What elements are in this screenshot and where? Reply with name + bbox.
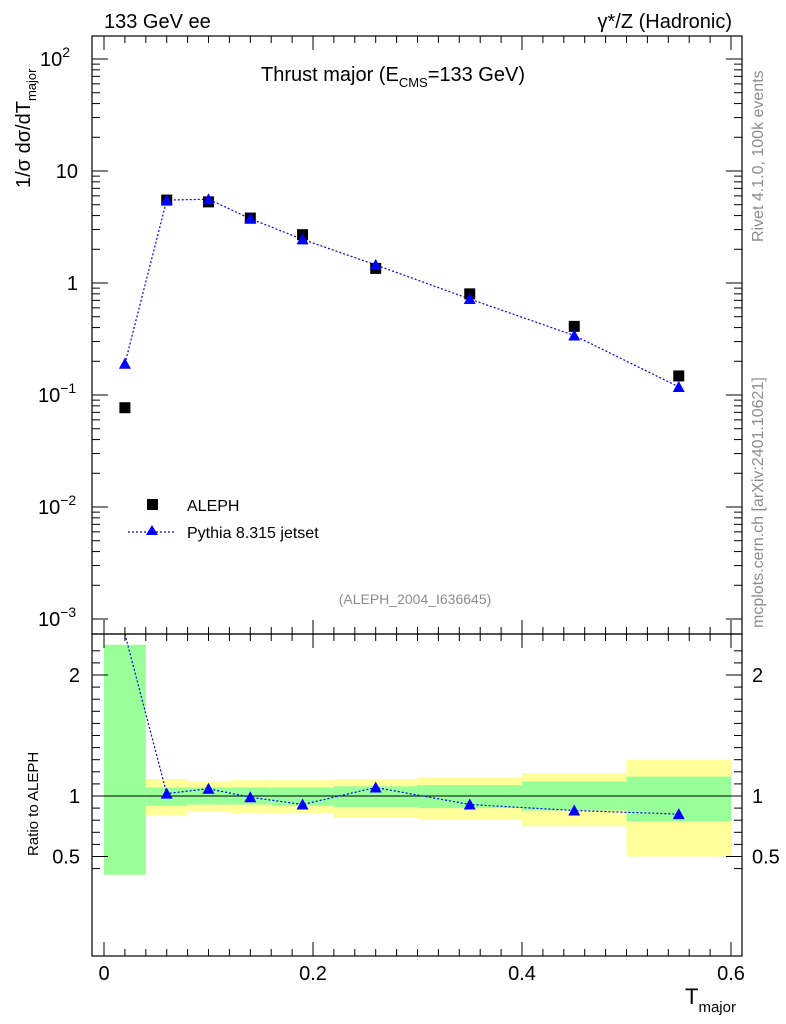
aleph-data-point	[568, 320, 580, 332]
ratio-data-point	[244, 791, 257, 803]
main-y-tick-label: 10−2	[38, 492, 76, 519]
ratio-stat-band	[104, 644, 146, 875]
ratio-y-tick-label: 1	[69, 786, 80, 808]
ratio-data-point	[160, 787, 173, 799]
pythia-data-point	[244, 212, 257, 224]
ratio-y-axis-label: Ratio to ALEPH	[25, 752, 42, 856]
main-frame	[91, 35, 743, 635]
pythia-data-point	[160, 194, 173, 206]
pythia-data-point	[296, 233, 309, 245]
pythia-data-point	[118, 357, 131, 369]
aleph-data-point	[119, 402, 131, 414]
ratio-data-point	[672, 808, 685, 820]
aleph-data-point	[673, 370, 685, 382]
ratio-stat-band	[333, 786, 418, 807]
main-axis-ticks: 102 10 1 10−1 10−2 10−3	[38, 36, 742, 634]
ratio-data-point	[369, 781, 382, 793]
ratio-x-tick-label: 0	[98, 963, 109, 985]
ratio-x-tick-label: 0.4	[508, 963, 536, 985]
main-y-tick-label: 102	[40, 44, 70, 71]
main-y-axis-label: 1/σ dσ/dTmajor	[13, 68, 39, 188]
ratio-x-tick-label: 0.2	[299, 963, 327, 985]
ratio-x-tick-label: 0.6	[717, 963, 745, 985]
legend-aleph-label: ALEPH	[187, 498, 239, 515]
main-y-tick-label: 10	[56, 161, 78, 183]
main-y-tick-label: 10−3	[38, 604, 76, 631]
ratio-data-point	[568, 804, 581, 816]
pythia-data-point	[369, 258, 382, 270]
ratio-axis-ticks: 0.5 0.5 1 1 2 2 0 0.2 0.4 0.6	[52, 634, 780, 985]
legend: ALEPH Pythia 8.315 jetset	[128, 498, 319, 542]
main-series-lines	[124, 198, 680, 388]
legend-pythia-label: Pythia 8.315 jetset	[187, 525, 319, 542]
legend-aleph-marker	[147, 499, 158, 510]
x-axis-label: Tmajor	[685, 984, 736, 1016]
pythia-line	[124, 198, 680, 388]
ratio-panel: 0.5 0.5 1 1 2 2 0 0.2 0.4 0.6 Ratio to ALEPH Tmaj…	[25, 633, 780, 1016]
ratio-frame	[91, 633, 743, 957]
ratio-series	[124, 633, 685, 820]
main-title: Thrust major (ECMS=133 GeV)	[261, 64, 525, 90]
ratio-stat-band	[271, 787, 334, 806]
ratio-y-tick-label-right: 2	[752, 665, 763, 687]
ratio-uncertainty-bands	[104, 644, 731, 875]
ratio-y-tick-label: 2	[69, 665, 80, 687]
main-panel: 102 10 1 10−1 10−2 10−3 Thrust major (ECMS=13…	[13, 35, 743, 635]
main-y-tick-label: 1	[67, 273, 78, 295]
ratio-y-tick-label: 0.5	[52, 847, 80, 869]
pythia-data-point	[463, 292, 476, 304]
mcplots-reference-label: mcplots.cern.ch [arXiv:2401.10621]	[750, 377, 767, 628]
rivet-version-label: Rivet 4.1.0, 100k events	[750, 70, 767, 242]
ratio-y-tick-label-right: 0.5	[752, 847, 780, 869]
ratio-y-tick-label-right: 1	[752, 786, 763, 808]
ratio-data-point	[296, 798, 309, 810]
ratio-data-point	[463, 798, 476, 810]
ratio-data-point	[202, 782, 215, 794]
analysis-label: (ALEPH_2004_I636645)	[339, 591, 492, 607]
legend-pythia-marker	[146, 525, 158, 535]
pythia-data-point	[568, 329, 581, 341]
header-left-label: 133 GeV ee	[104, 11, 211, 33]
pythia-data-point	[202, 193, 215, 205]
main-data-markers	[118, 193, 685, 414]
main-y-tick-label: 10−1	[38, 380, 76, 407]
header-right-label: γ*/Z (Hadronic)	[598, 11, 732, 33]
pythia-data-point	[672, 380, 685, 392]
ratio-stat-band	[417, 785, 522, 809]
